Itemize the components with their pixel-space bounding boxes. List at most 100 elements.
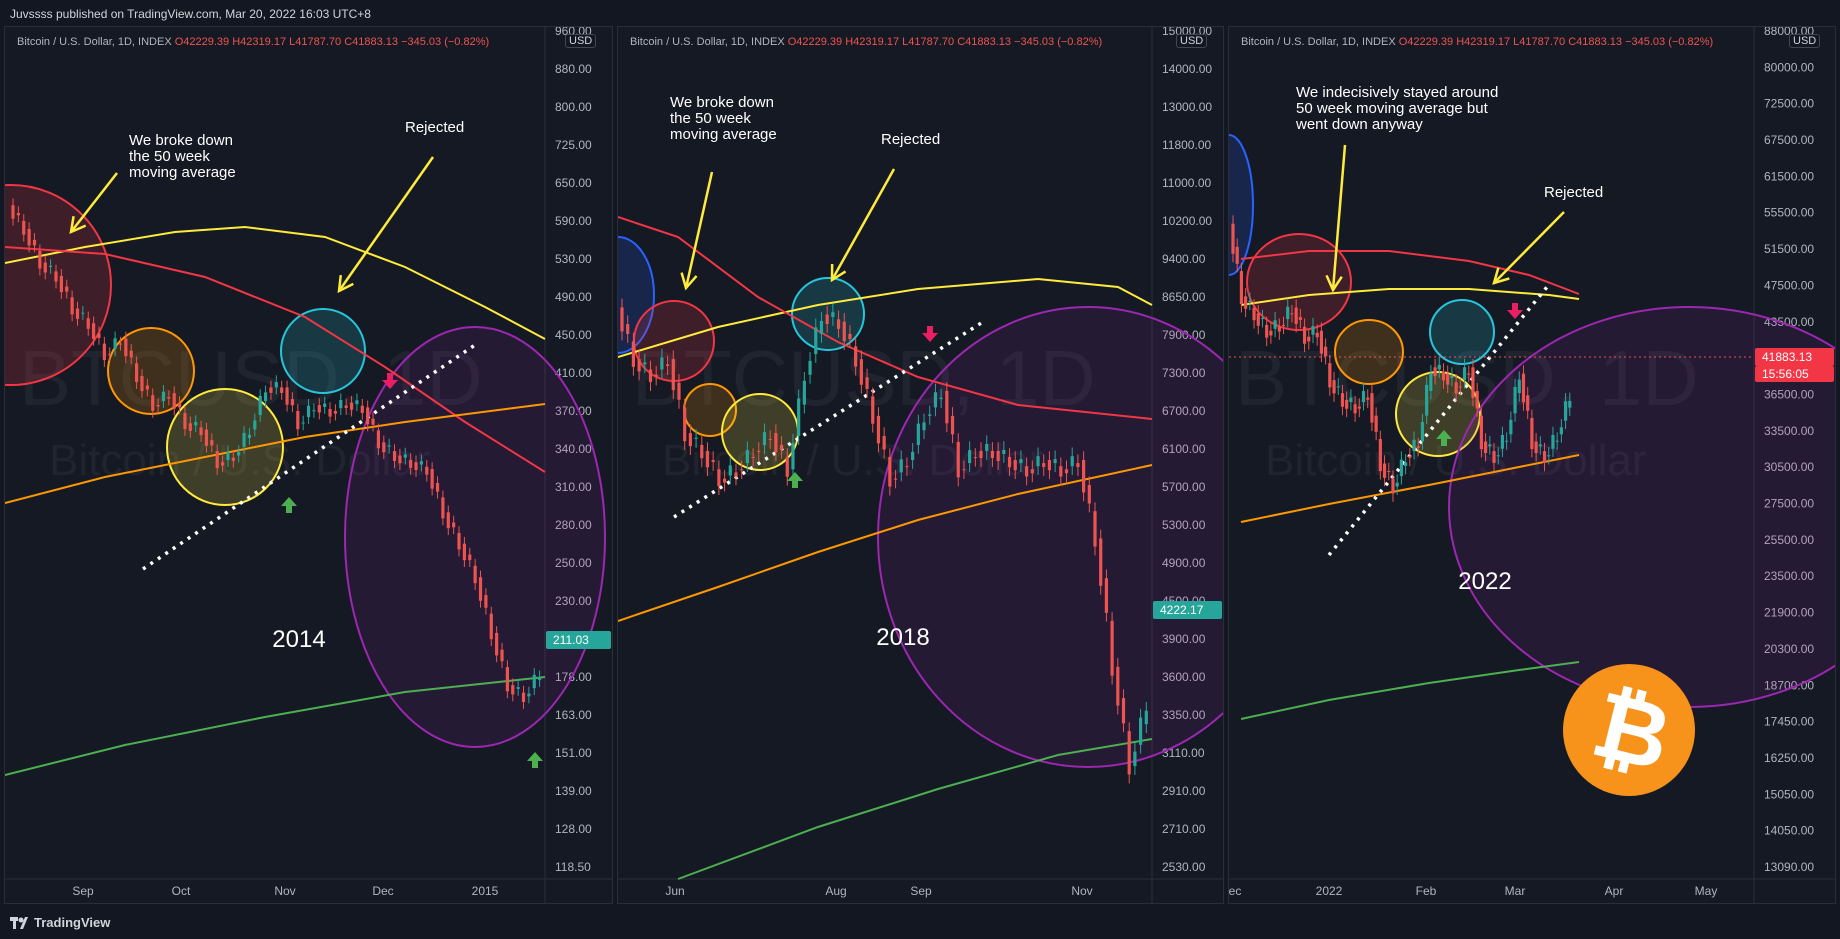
candle-body: [398, 455, 402, 464]
x-tick-label: Jun: [665, 884, 684, 898]
currency-button[interactable]: USD: [565, 34, 597, 48]
ohlc-legend: Bitcoin / U.S. Dollar, 1D, INDEX O42229.…: [1241, 36, 1714, 48]
candle-body: [274, 381, 278, 388]
chart-panel-2018[interactable]: BTCUSD, 1D Bitcoin / U.S. Dollar 15000.00 1…: [617, 26, 1224, 904]
y-tick-label: 960.00: [555, 27, 592, 38]
x-tick-label: Feb: [1416, 884, 1437, 898]
candle-body: [882, 436, 886, 450]
candle-body: [242, 432, 246, 447]
candle-body: [688, 433, 692, 447]
trendline-dotted: [1327, 285, 1549, 557]
candle-body: [768, 439, 772, 441]
publisher-text: Juvssss published on TradingView.com, Ma…: [10, 7, 371, 21]
ma-yellow-line: [1240, 288, 1580, 306]
candle-body: [745, 450, 749, 464]
y-tick-label: 530.00: [555, 252, 592, 266]
last-price-label: 211.03: [553, 633, 589, 647]
candle-body: [441, 497, 445, 519]
annotation-arrow-head: [69, 216, 87, 235]
candle-body: [996, 450, 1000, 462]
candle-body: [538, 677, 542, 681]
candle-body: [285, 387, 289, 405]
candle-body: [1534, 441, 1538, 454]
candle-body: [1483, 441, 1488, 454]
x-tick-label: Aug: [825, 884, 846, 898]
candle-body: [751, 456, 755, 458]
candle-body: [1425, 384, 1429, 416]
trendline-dotted: [142, 343, 476, 571]
candle-body: [973, 456, 977, 458]
currency-button[interactable]: USD: [1789, 34, 1821, 48]
candle-body: [156, 404, 160, 407]
y-tick-label: 2910.00: [1162, 784, 1206, 798]
candle-body: [521, 692, 526, 703]
x-tick-label: Oct: [172, 884, 191, 898]
candle-body: [962, 469, 966, 471]
y-tick-label: 340.00: [555, 442, 592, 456]
sell-arrow-icon: [922, 326, 938, 342]
annotation-arrow-head: [1492, 267, 1510, 285]
annotation-arrow-head: [1325, 274, 1343, 293]
candle-body: [215, 451, 219, 469]
candle-body: [113, 338, 117, 349]
chart-svg-2014[interactable]: BTCUSD, 1D Bitcoin / U.S. Dollar 960.00 880…: [5, 27, 613, 904]
y-tick-label: 590.00: [555, 214, 592, 228]
candle-body: [473, 565, 477, 584]
chart-svg-2018[interactable]: BTCUSD, 1D Bitcoin / U.S. Dollar 15000.00 1…: [618, 27, 1224, 904]
candle-body: [1399, 459, 1403, 477]
tradingview-logo[interactable]: TradingView: [10, 915, 110, 930]
candle-body: [1324, 346, 1328, 357]
y-tick-label: 5700.00: [1162, 480, 1206, 494]
annotation-arrow-head: [337, 274, 354, 294]
x-tick-label: Mar: [1505, 884, 1526, 898]
y-tick-label: 15050.00: [1764, 787, 1814, 801]
ma-yellow-line: [5, 225, 546, 340]
annotation-arrow-head: [830, 263, 847, 283]
candle-body: [387, 445, 391, 447]
ma-green-line: [1240, 661, 1580, 720]
candle-body: [1420, 422, 1425, 442]
annotation-arrow: [337, 156, 435, 292]
candle-body: [1260, 318, 1265, 320]
y-tick-label: 800.00: [555, 100, 592, 114]
y-tick-label: 725.00: [555, 138, 592, 152]
candle-body: [979, 450, 983, 459]
y-tick-label: 13000.00: [1162, 100, 1212, 114]
candle-body: [1488, 444, 1492, 447]
candle-body: [151, 395, 155, 411]
y-tick-label: 880.00: [555, 62, 592, 76]
watermark-symbol: BTCUSD, 1D: [1235, 334, 1699, 422]
watermark-name: Bitcoin / U.S. Dollar: [49, 436, 430, 485]
candle-body: [237, 452, 241, 456]
currency-button[interactable]: USD: [1176, 34, 1208, 48]
y-tick-label: 6100.00: [1162, 442, 1206, 456]
candle-body: [1307, 336, 1311, 342]
chart-panel-2014[interactable]: BTCUSD, 1D Bitcoin / U.S. Dollar 960.00 880…: [4, 26, 613, 904]
candle-body: [1496, 455, 1500, 457]
candle-body: [1446, 373, 1450, 385]
candle-body: [1467, 373, 1471, 375]
ellipse-red: [1246, 233, 1352, 331]
candle-body: [258, 395, 262, 416]
last-price-badge: [1153, 601, 1222, 619]
candle-body: [985, 443, 989, 451]
candle-body: [865, 377, 869, 389]
candle-body: [1433, 367, 1437, 377]
candle-body: [916, 423, 920, 445]
candle-body: [626, 324, 630, 334]
sell-arrow-icon: [382, 373, 398, 389]
chart-panel-2022[interactable]: BTCUSD, 1D Bitcoin / U.S. Dollar 88000.00 8…: [1228, 26, 1836, 904]
candle-body: [1311, 326, 1315, 335]
y-tick-label: 67500.00: [1764, 133, 1814, 147]
candle-body: [462, 543, 466, 561]
candle-body: [956, 441, 960, 478]
last-price-badge: [1755, 348, 1834, 366]
buy-arrow-icon: [281, 497, 297, 513]
ohlc-legend: Bitcoin / U.S. Dollar, 1D, INDEX O42229.…: [17, 36, 490, 48]
ma-green-line: [5, 676, 546, 776]
candle-body: [1042, 463, 1046, 468]
candle-body: [129, 350, 133, 358]
candle-body: [1269, 330, 1273, 336]
ellipse-orange: [107, 327, 195, 415]
